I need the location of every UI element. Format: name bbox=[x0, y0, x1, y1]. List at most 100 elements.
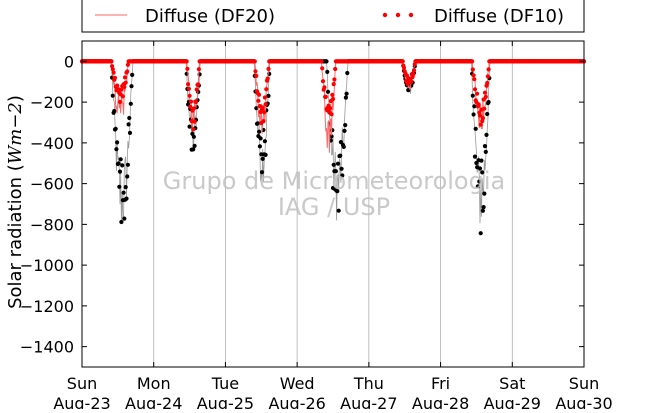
df10-point bbox=[192, 119, 197, 124]
df10-point bbox=[196, 82, 201, 87]
df10-point bbox=[404, 73, 409, 78]
df10-point bbox=[257, 92, 262, 97]
x-tick-label-date: Aug-24 bbox=[125, 394, 182, 409]
global-point bbox=[472, 104, 477, 109]
global-point bbox=[187, 124, 192, 129]
global-point bbox=[481, 205, 486, 210]
df10-point bbox=[110, 67, 115, 72]
global-point bbox=[113, 126, 118, 131]
global-point bbox=[262, 139, 267, 144]
x-tick-label-date: Aug-26 bbox=[268, 394, 325, 409]
y-tick-label: 0 bbox=[64, 52, 74, 71]
df10-point bbox=[320, 66, 325, 71]
df10-point bbox=[330, 92, 335, 97]
global-point bbox=[127, 115, 132, 121]
global-point bbox=[127, 130, 133, 135]
df10-point bbox=[482, 90, 488, 95]
global-point bbox=[126, 122, 131, 127]
global-point bbox=[477, 179, 482, 184]
x-tick-label-day: Sat bbox=[499, 374, 525, 393]
legend: Diffuse (DF20) Diffuse (DF10) bbox=[81, 0, 585, 33]
df10-point bbox=[194, 87, 199, 92]
df10-point bbox=[125, 62, 130, 67]
df10-point bbox=[265, 76, 270, 81]
global-point bbox=[333, 169, 338, 174]
x-tick-label-day: Fri bbox=[431, 374, 450, 393]
global-point bbox=[344, 91, 349, 96]
df10-point bbox=[332, 77, 337, 82]
global-point bbox=[191, 147, 196, 152]
global-point bbox=[117, 184, 122, 189]
df10-point bbox=[254, 73, 259, 78]
global-point bbox=[130, 72, 135, 77]
global-point bbox=[343, 123, 348, 128]
watermark: Grupo de Micrometeorologia IAG / USP bbox=[163, 167, 505, 221]
x-tick-label-day: Tue bbox=[211, 374, 239, 393]
df10-point bbox=[470, 67, 475, 72]
global-point bbox=[125, 174, 130, 179]
global-point bbox=[114, 147, 119, 152]
axes: 0−200−400−600−800−1000−1200−1400SunAug-2… bbox=[20, 41, 613, 413]
global-point bbox=[254, 106, 259, 111]
df10-point bbox=[119, 87, 124, 92]
global-point bbox=[341, 144, 346, 149]
legend-swatch-df10-dot bbox=[382, 12, 388, 18]
global-point bbox=[118, 157, 123, 162]
df10-point bbox=[485, 74, 490, 79]
df10-point bbox=[411, 68, 417, 73]
global-point bbox=[260, 156, 265, 161]
global-point bbox=[117, 169, 123, 174]
y-tick-label: −400 bbox=[30, 134, 74, 153]
global-point bbox=[115, 140, 120, 145]
global-point bbox=[338, 140, 343, 145]
global-point bbox=[259, 170, 265, 175]
global-point bbox=[335, 189, 340, 194]
df10-point bbox=[122, 84, 127, 89]
global-point bbox=[257, 144, 262, 149]
global-point bbox=[129, 84, 134, 89]
df10-point bbox=[256, 98, 261, 103]
global-point bbox=[125, 162, 130, 167]
grid bbox=[153, 41, 513, 367]
df10-point bbox=[476, 102, 481, 107]
df10-point bbox=[333, 66, 338, 72]
global-point bbox=[255, 121, 260, 126]
df10-point bbox=[188, 104, 193, 109]
global-point bbox=[480, 170, 485, 175]
df10-point bbox=[485, 80, 490, 86]
global-point bbox=[331, 162, 336, 167]
global-point bbox=[191, 134, 196, 139]
df10-point bbox=[483, 94, 488, 99]
global-point bbox=[471, 112, 476, 117]
x-tick-label-day: Mon bbox=[137, 374, 171, 393]
df10-point bbox=[472, 77, 477, 82]
df10-point bbox=[482, 106, 487, 111]
global-point bbox=[484, 132, 489, 137]
df10-point bbox=[319, 59, 324, 64]
global-point bbox=[339, 166, 344, 171]
watermark-line-2: IAG / USP bbox=[278, 193, 390, 221]
x-tick-label-date: Aug-23 bbox=[53, 394, 110, 409]
df10-point bbox=[475, 91, 480, 96]
df10-point bbox=[260, 105, 265, 110]
df10-point bbox=[187, 93, 192, 98]
df10-point bbox=[184, 59, 189, 64]
global-point bbox=[329, 134, 334, 139]
global-point bbox=[345, 70, 350, 76]
global-point bbox=[192, 143, 197, 148]
y-tick-label: −800 bbox=[30, 215, 74, 234]
x-tick-label-date: Aug-25 bbox=[197, 394, 254, 409]
df10-point bbox=[328, 106, 333, 111]
df10-point bbox=[109, 59, 114, 64]
y-tick-label: −1200 bbox=[20, 297, 74, 316]
global-point bbox=[338, 153, 343, 158]
df10-point bbox=[117, 99, 123, 105]
global-point bbox=[121, 190, 126, 195]
global-point bbox=[478, 231, 483, 236]
y-tick-label: −1000 bbox=[20, 256, 74, 275]
global-point bbox=[336, 208, 341, 213]
global-point bbox=[120, 163, 125, 168]
x-tick-label-day: Wed bbox=[280, 374, 315, 393]
x-tick-label-date: Aug-28 bbox=[412, 394, 469, 409]
